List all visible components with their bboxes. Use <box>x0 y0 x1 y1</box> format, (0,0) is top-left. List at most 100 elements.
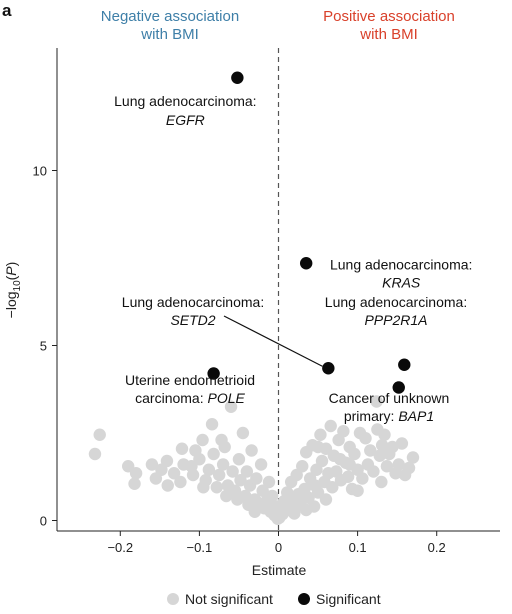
point-not-significant <box>351 484 364 497</box>
x-axis-label: Estimate <box>252 562 307 578</box>
point-not-significant <box>248 505 261 518</box>
point-not-significant <box>296 460 309 473</box>
x-tick-label: 0.1 <box>349 540 367 555</box>
panel-label: a <box>2 1 12 20</box>
legend-label-not-significant: Not significant <box>185 591 273 607</box>
y-axis-label-open: ( <box>3 275 19 280</box>
point-not-significant <box>205 418 219 431</box>
point-not-significant <box>311 440 325 454</box>
point-label-line1: Cancer of unknown <box>329 390 450 406</box>
point-not-significant <box>334 453 347 466</box>
point-not-significant <box>220 489 233 503</box>
point-not-significant <box>326 481 339 494</box>
point-not-significant <box>215 433 228 447</box>
point-label-gene: KRAS <box>382 274 421 290</box>
plot-area: −0.2 −0.1 0 0.1 0.2 0 5 10 Lung adenocarcinoma: E… <box>33 48 500 555</box>
point-not-significant <box>299 503 313 517</box>
point-label-gene: SETD2 <box>170 312 215 328</box>
point-not-significant <box>262 475 276 489</box>
point-not-significant <box>337 425 350 438</box>
point-not-significant <box>93 428 106 441</box>
point-not-significant <box>288 507 301 520</box>
point-significant <box>392 381 405 394</box>
point-not-significant <box>236 426 250 440</box>
legend: Not significant Significant <box>167 591 381 607</box>
point-not-significant <box>212 468 226 482</box>
negative-header-line2: with BMI <box>140 26 199 43</box>
point-label-gene: POLE <box>208 390 246 406</box>
legend-label-significant: Significant <box>316 591 381 607</box>
point-not-significant <box>402 461 416 475</box>
positive-header-line2: with BMI <box>359 26 418 43</box>
point-not-significant <box>392 458 405 471</box>
point-not-significant <box>174 475 187 489</box>
point-not-significant <box>343 458 356 471</box>
point-not-significant <box>161 479 174 492</box>
point-label-line1: Lung adenocarcinoma: <box>122 294 264 310</box>
point-not-significant <box>232 453 246 466</box>
point-label-line2: EGFR <box>166 112 205 128</box>
x-tick-label: 0.2 <box>428 540 446 555</box>
legend-swatch-significant <box>298 593 310 605</box>
y-axis-label-close: ) <box>3 262 19 267</box>
point-not-significant <box>375 475 388 489</box>
point-label-line1: Lung adenocarcinoma: <box>325 294 467 310</box>
y-tick-label: 5 <box>40 339 47 354</box>
point-not-significant <box>231 493 244 506</box>
point-not-significant <box>167 467 181 480</box>
point-not-significant <box>250 472 263 485</box>
negative-header-line1: Negative association <box>101 8 239 25</box>
point-label-prefix: carcinoma: <box>135 390 207 406</box>
point-not-significant <box>128 477 141 490</box>
point-significant <box>322 362 335 375</box>
point-label-line2: SETD2 <box>170 312 215 328</box>
point-not-significant <box>234 474 247 487</box>
point-not-significant <box>210 481 223 494</box>
point-not-significant <box>226 465 239 478</box>
point-not-significant <box>364 444 377 457</box>
y-tick-label: 0 <box>40 514 47 529</box>
point-label-gene: PPP2R1A <box>364 312 427 328</box>
x-tick-label: −0.1 <box>187 540 213 555</box>
y-axis-label-prefix: −log <box>3 291 19 318</box>
point-not-significant <box>216 458 230 471</box>
point-not-significant <box>265 489 279 503</box>
point-label-line2: carcinoma: POLE <box>135 390 245 406</box>
point-not-significant <box>145 458 159 471</box>
point-not-significant <box>129 467 143 480</box>
positive-header-line1: Positive association <box>323 8 455 25</box>
point-label-line2: primary: BAP1 <box>344 408 434 424</box>
x-tick-label: 0 <box>275 540 282 555</box>
y-axis-label: −log10(P) <box>3 262 23 319</box>
point-not-significant <box>370 395 383 408</box>
point-significant <box>299 257 313 270</box>
point-not-significant <box>88 447 102 461</box>
point-label-line2: KRAS <box>382 274 421 290</box>
point-label-gene: BAP1 <box>398 408 434 424</box>
point-not-significant <box>359 432 372 445</box>
point-not-significant <box>386 440 399 454</box>
point-not-significant <box>367 465 380 478</box>
point-not-significant <box>324 419 337 433</box>
legend-swatch-not-significant <box>167 593 179 605</box>
point-label-line1: Lung adenocarcinoma: <box>114 93 256 109</box>
x-tick-label: −0.2 <box>107 540 133 555</box>
point-not-significant <box>341 470 355 483</box>
point-not-significant <box>406 451 420 464</box>
point-not-significant <box>240 465 254 478</box>
point-not-significant <box>196 433 209 447</box>
point-not-significant <box>177 458 190 471</box>
point-not-significant <box>175 442 189 455</box>
point-not-significant <box>197 481 210 494</box>
y-axis-label-subscript: 10 <box>12 280 23 292</box>
point-not-significant <box>378 428 391 441</box>
point-not-significant <box>186 468 200 482</box>
point-significant <box>231 71 244 84</box>
point-not-significant <box>319 493 333 506</box>
point-not-significant <box>315 454 329 468</box>
point-not-significant <box>380 460 394 473</box>
point-not-significant <box>254 458 268 471</box>
point-label-line1: Lung adenocarcinoma: <box>330 256 472 272</box>
point-not-significant <box>373 449 386 462</box>
